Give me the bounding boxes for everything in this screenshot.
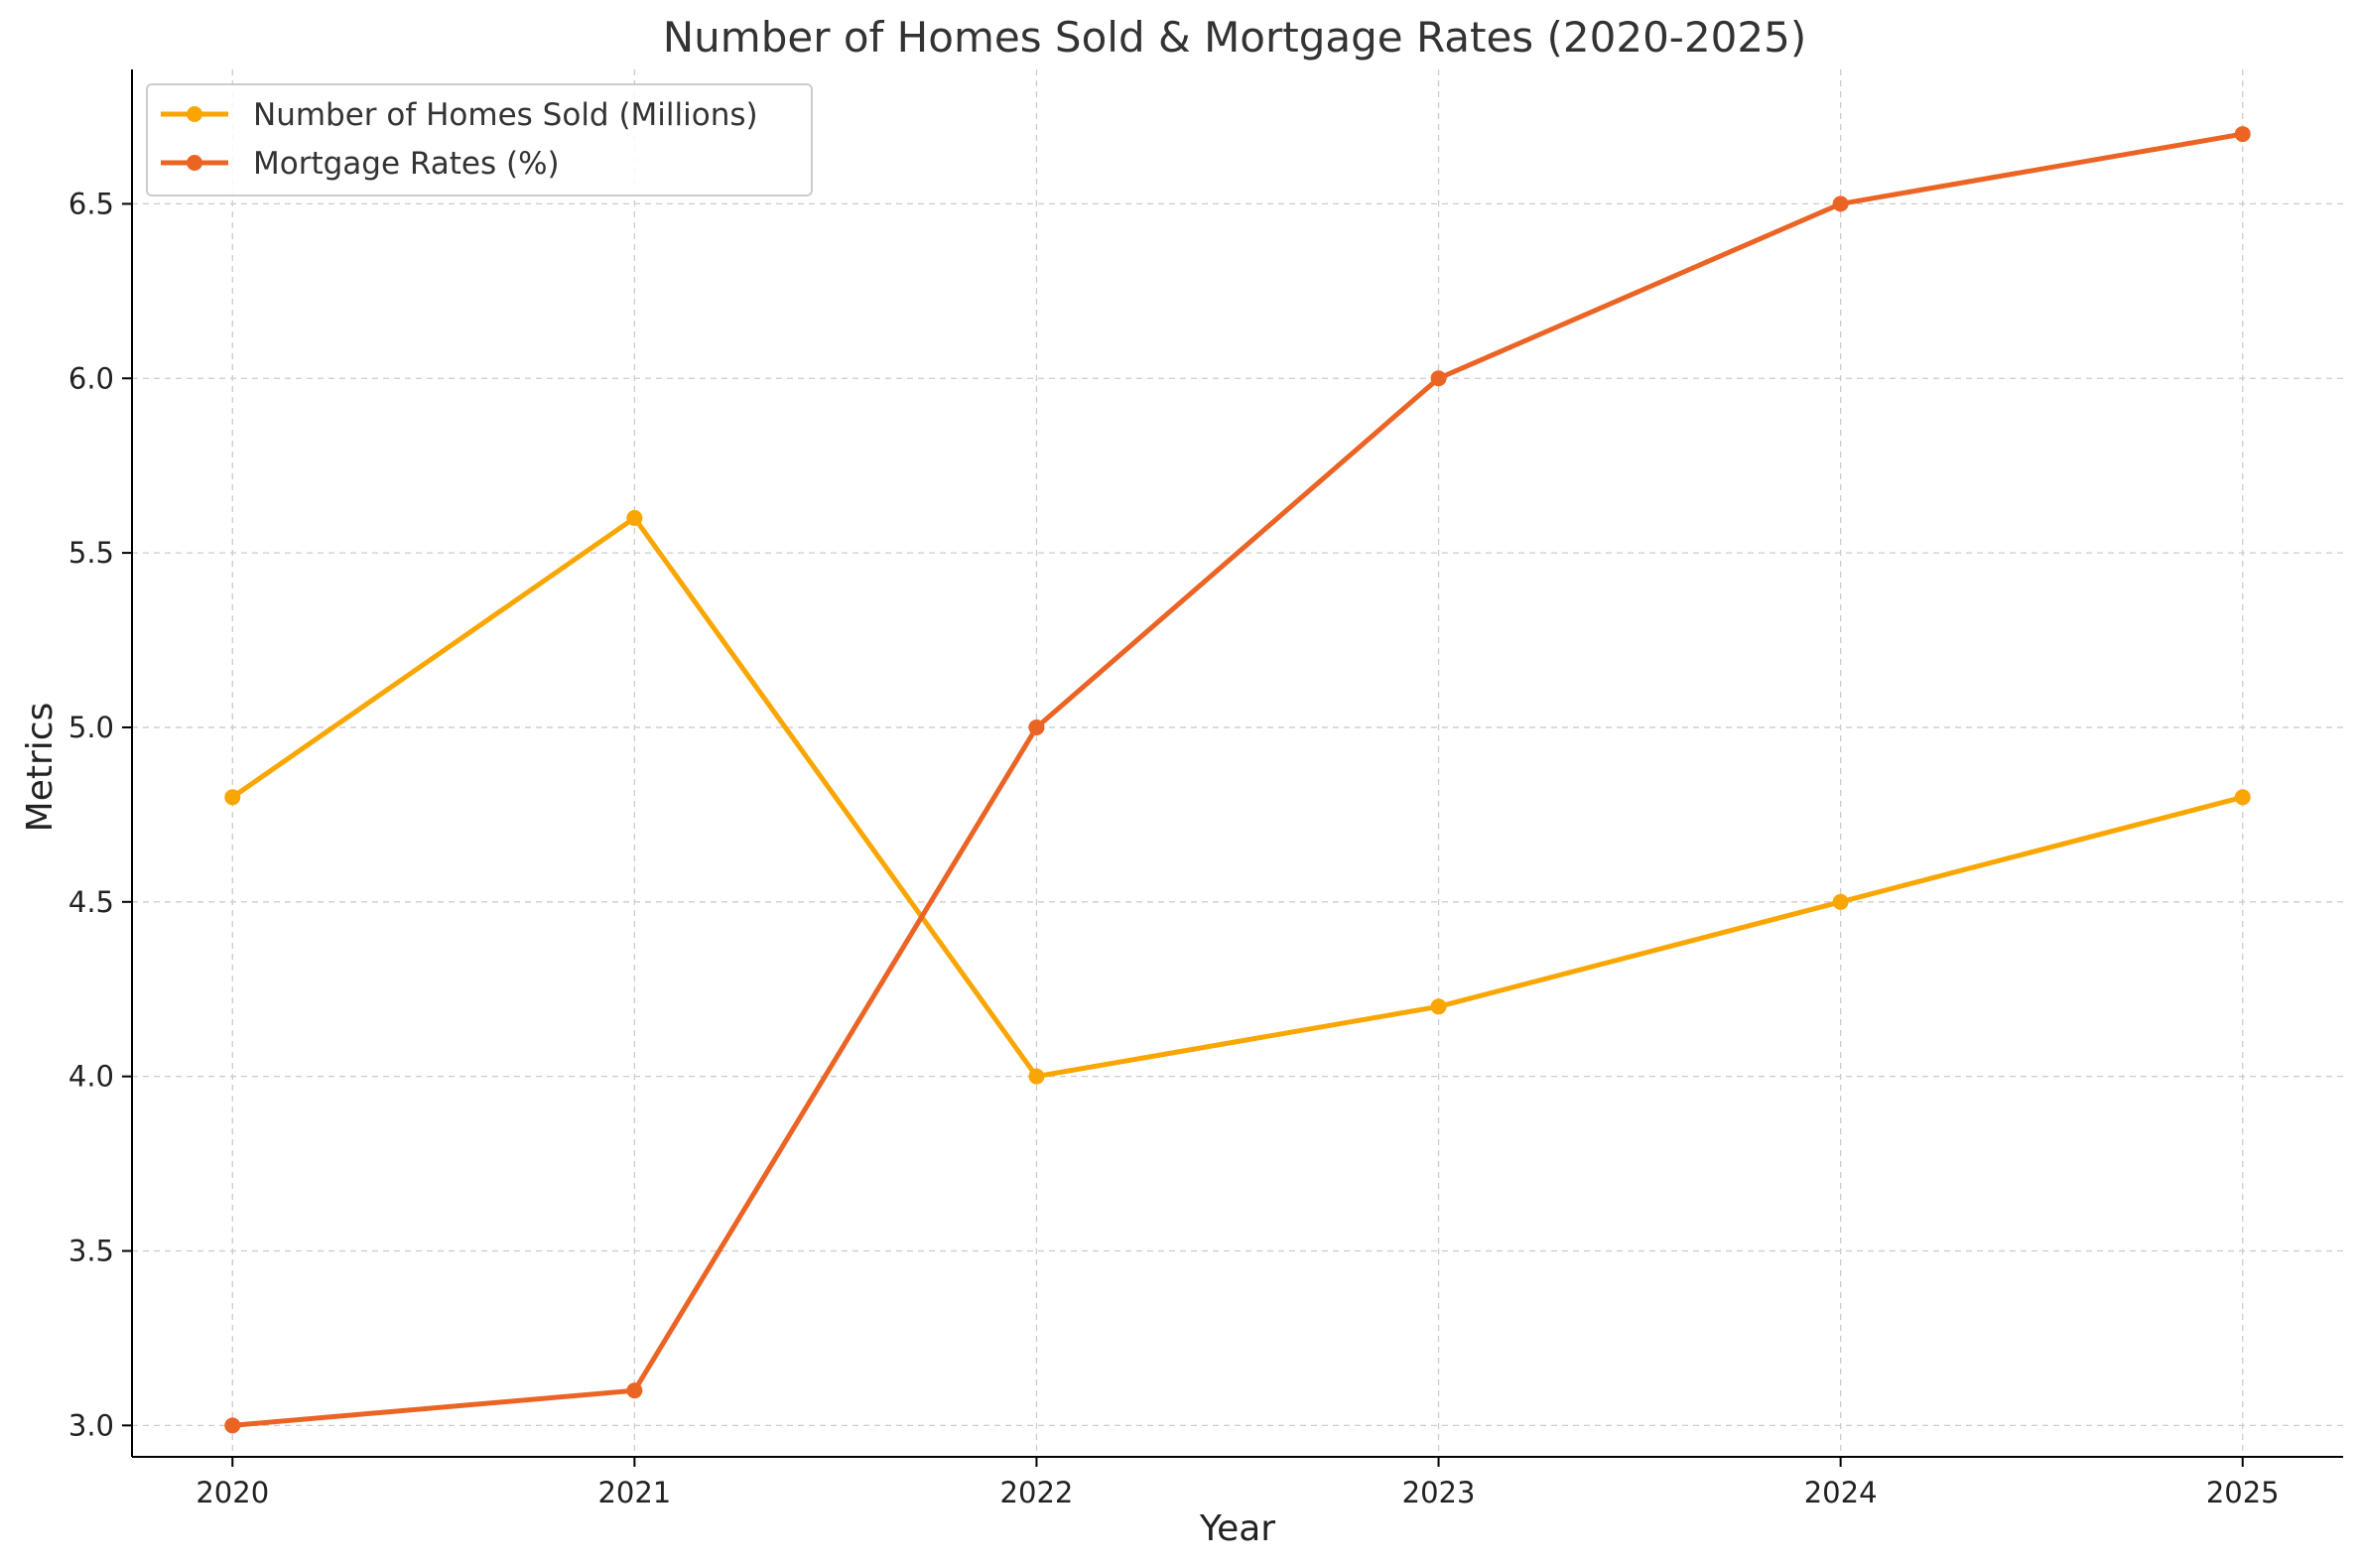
series-line-2	[229, 131, 2246, 1428]
legend-entry-label: Number of Homes Sold (Millions)	[253, 97, 758, 133]
data-point	[626, 509, 643, 526]
data-point	[224, 789, 241, 806]
data-point	[1028, 1068, 1045, 1085]
x-tick-label: 2020	[196, 1476, 269, 1509]
y-tick-label: 6.5	[68, 187, 114, 220]
data-point	[626, 1382, 643, 1399]
y-tick-label: 5.5	[68, 536, 114, 570]
grid	[132, 69, 2343, 1457]
series-line-1	[229, 515, 2246, 1080]
data-point	[224, 1417, 241, 1434]
y-tick-label: 5.0	[68, 711, 114, 744]
data-point	[2234, 126, 2251, 143]
x-axis-label: Year	[1199, 1508, 1275, 1549]
x-axis: 2020 2021 2022 2023 2024 2025	[196, 1457, 2280, 1509]
x-tick-label: 2023	[1402, 1476, 1476, 1509]
legend: Number of Homes Sold (Millions) Mortgage …	[146, 83, 813, 196]
axes-frame	[131, 69, 2343, 1458]
data-point	[1028, 719, 1045, 735]
data-point	[1430, 370, 1447, 387]
x-tick-label: 2024	[1804, 1476, 1878, 1509]
series-layer	[224, 126, 2251, 1434]
legend-swatch-marker	[187, 106, 202, 122]
legend-entry-label: Mortgage Rates (%)	[253, 146, 560, 182]
data-point	[1832, 893, 1849, 910]
data-point	[1430, 998, 1447, 1015]
legend-box	[146, 83, 813, 196]
chart-title: Number of Homes Sold & Mortgage Rates (2…	[663, 13, 1806, 62]
y-axis-label: Metrics	[20, 703, 61, 833]
x-tick-label: 2022	[1000, 1476, 1074, 1509]
y-tick-label: 4.0	[68, 1060, 114, 1094]
data-point	[2234, 789, 2251, 806]
x-tick-label: 2021	[597, 1476, 671, 1509]
y-axis: 3.0 3.5 4.0 4.5 5.0 5.5 6.0 6.5	[68, 187, 132, 1442]
y-tick-label: 4.5	[68, 885, 114, 919]
x-tick-label: 2025	[2206, 1476, 2280, 1509]
y-tick-label: 3.0	[68, 1408, 114, 1442]
y-tick-label: 6.0	[68, 361, 114, 395]
y-tick-label: 3.5	[68, 1234, 114, 1267]
legend-swatch-marker	[187, 155, 202, 171]
data-point	[1832, 196, 1849, 212]
